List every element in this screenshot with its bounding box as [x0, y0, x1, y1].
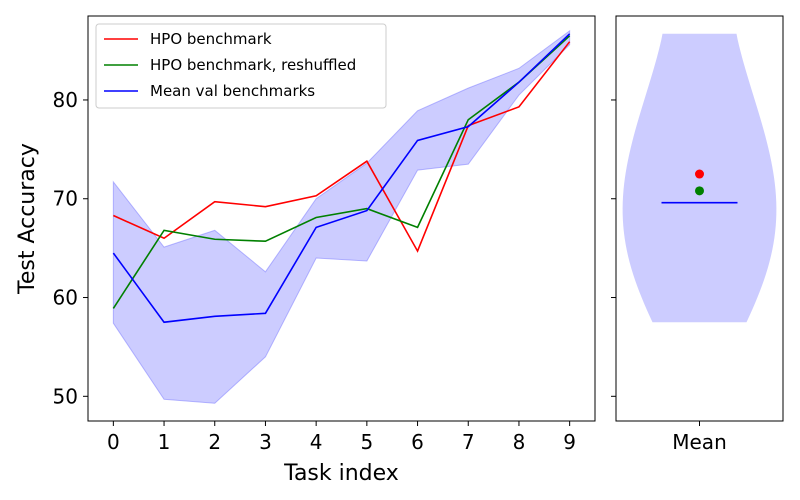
x-tick-label: 3 [259, 430, 272, 454]
y-tick-label: 70 [53, 187, 78, 211]
legend-entry-label: Mean val benchmarks [150, 82, 315, 100]
series-line-3 [112, 33, 571, 324]
legend-box [95, 23, 387, 109]
violin-point-1 [695, 169, 704, 179]
violin-point-2 [695, 186, 704, 196]
violin-plot: Mean [611, 15, 784, 454]
x-tick-label: 9 [563, 430, 576, 454]
x-axis-label: Task index [283, 461, 399, 486]
y-tick-label: 60 [53, 286, 78, 310]
y-tick-label: 50 [53, 384, 78, 408]
x-tick-label: 4 [310, 430, 323, 454]
x-tick-label: 1 [158, 430, 171, 454]
x-tick-label: 5 [360, 430, 373, 454]
legend-entry-label: HPO benchmark, reshuffled [150, 56, 356, 74]
x-tick-label: 2 [208, 430, 221, 454]
y-tick-label: 80 [53, 88, 78, 112]
legend: HPO benchmark HPO benchmark, reshuffled Me… [95, 23, 387, 109]
series-line-2 [112, 35, 571, 309]
x-tick-label: 6 [411, 430, 424, 454]
series-line-1 [113, 41, 571, 253]
range-band [112, 29, 571, 404]
main-plot: 0 1 2 3 4 5 6 7 8 9 50 60 70 80 Task index Test Accurac… [15, 15, 596, 486]
x-tick-label: 7 [462, 430, 475, 454]
x-tick-label: 8 [513, 430, 526, 454]
x-tick-label: 0 [107, 430, 120, 454]
violin-category-label: Mean [672, 430, 727, 454]
plot-frame [87, 15, 596, 422]
legend-entry-label: HPO benchmark [150, 30, 272, 48]
y-axis-label: Test Accuracy [15, 143, 40, 295]
